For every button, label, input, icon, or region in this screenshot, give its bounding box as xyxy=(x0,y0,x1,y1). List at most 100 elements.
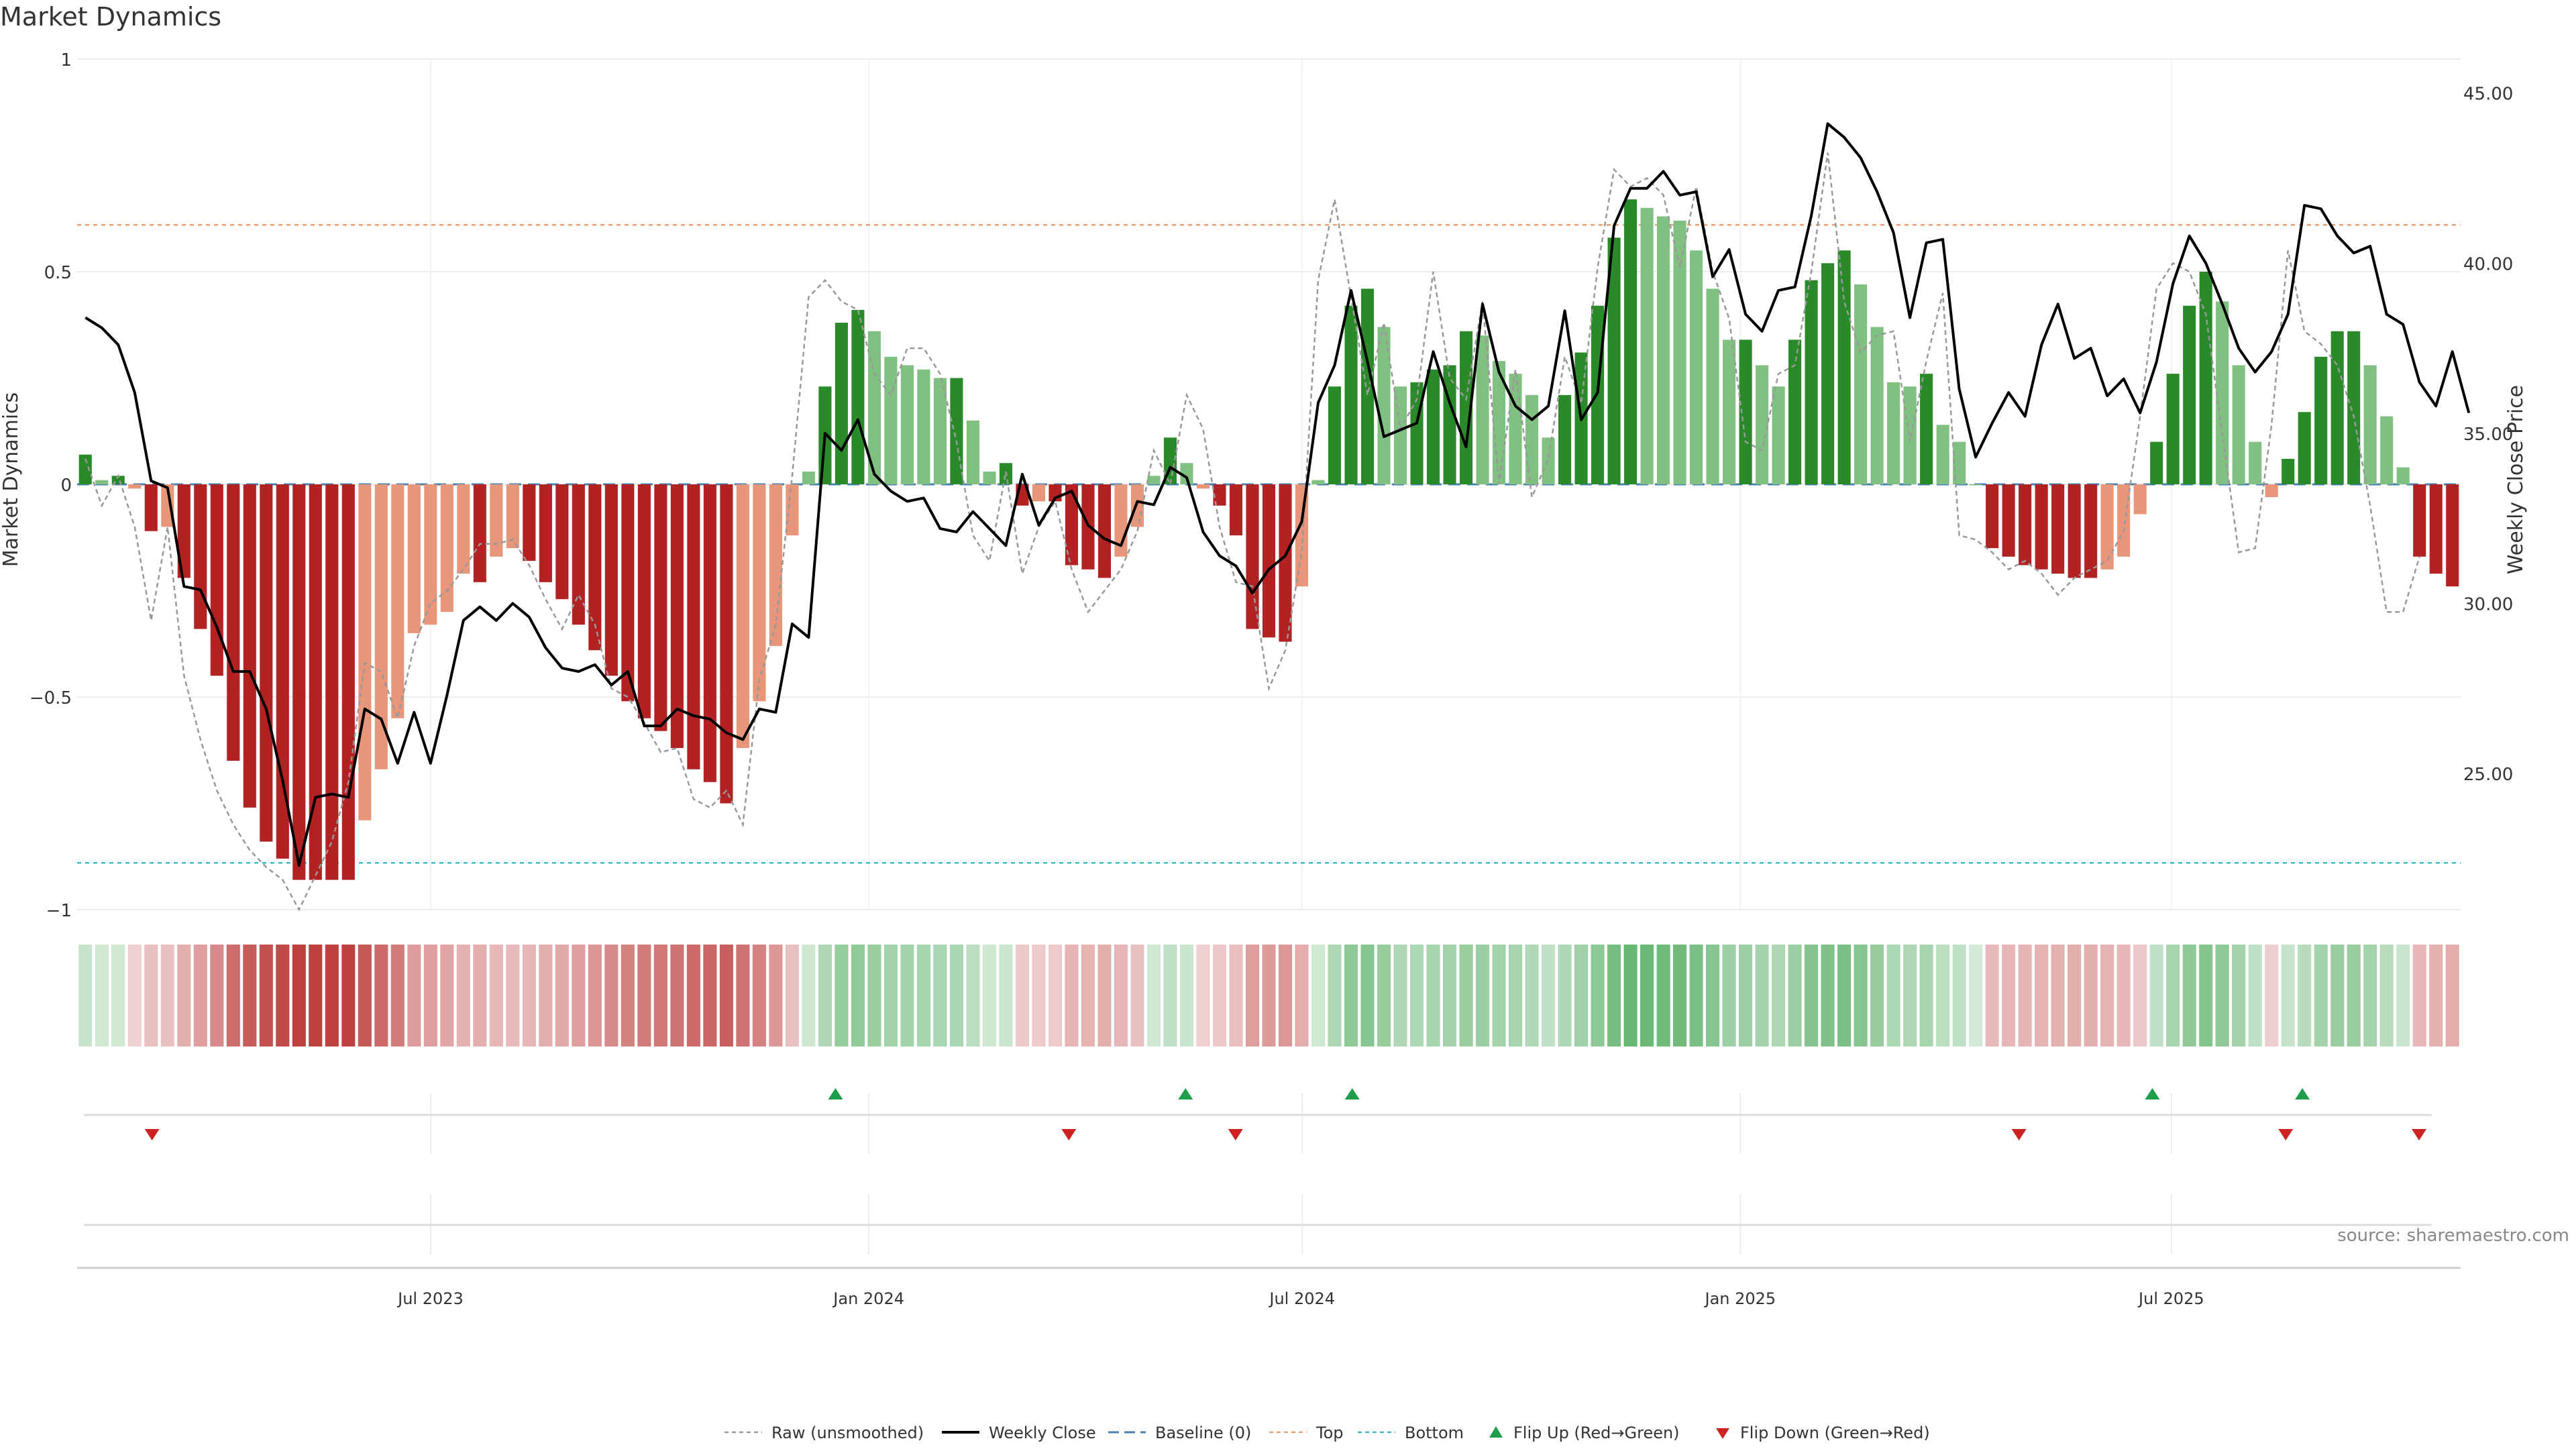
heat-cell xyxy=(2298,945,2312,1046)
momentum-bar xyxy=(736,484,749,749)
heat-cell xyxy=(1048,945,1063,1046)
momentum-bar xyxy=(703,484,716,782)
heat-cell xyxy=(2347,945,2361,1046)
heat-cell xyxy=(259,945,273,1046)
momentum-bar xyxy=(1739,339,1752,484)
momentum-bar xyxy=(2117,484,2131,557)
heat-cell xyxy=(1459,945,1473,1046)
heat-cell xyxy=(489,945,503,1046)
heat-cell xyxy=(292,945,306,1046)
heat-cell xyxy=(2084,945,2098,1046)
momentum-bar xyxy=(670,484,684,749)
momentum-bar xyxy=(2330,331,2344,484)
heat-cell xyxy=(883,945,898,1046)
heat-cell xyxy=(473,945,487,1046)
momentum-bar xyxy=(786,484,799,536)
heat-cell xyxy=(851,945,865,1046)
heat-cell xyxy=(1245,945,1260,1046)
heat-cell xyxy=(2248,945,2262,1046)
heat-cell xyxy=(1591,945,1605,1046)
momentum-bar xyxy=(1509,374,1522,484)
momentum-bar xyxy=(523,484,536,561)
heat-cell xyxy=(1640,945,1654,1046)
momentum-bar xyxy=(374,484,388,769)
momentum-bar xyxy=(2298,412,2311,484)
momentum-bar xyxy=(1903,386,1917,484)
heat-cell xyxy=(966,945,980,1046)
heat-cell xyxy=(1328,945,1342,1046)
momentum-bar xyxy=(1032,484,1046,502)
momentum-bar xyxy=(1657,216,1670,484)
momentum-bar xyxy=(1147,476,1161,484)
momentum-bar xyxy=(2150,441,2163,484)
momentum-bar xyxy=(1624,199,1638,484)
heat-cell xyxy=(1656,945,1670,1046)
momentum-bar xyxy=(1097,484,1112,578)
heat-cell xyxy=(1344,945,1358,1046)
y2-tick-label: 35.00 xyxy=(2463,425,2513,445)
heat-cell xyxy=(177,945,191,1046)
heat-cell xyxy=(2199,945,2213,1046)
heat-cell xyxy=(1919,945,1933,1046)
heat-cell xyxy=(1755,945,1769,1046)
heat-cell xyxy=(785,945,799,1046)
momentum-bar xyxy=(1393,386,1407,484)
momentum-bar xyxy=(1756,365,1769,484)
momentum-bar xyxy=(78,454,92,484)
weekly-close-line xyxy=(85,122,2471,867)
x-tick-label: Jul 2023 xyxy=(396,1289,464,1308)
heat-cell xyxy=(1114,945,1128,1046)
heat-cell xyxy=(1574,945,1589,1046)
momentum-bar xyxy=(1279,484,1292,642)
heat-cell xyxy=(1081,945,1095,1046)
momentum-bar xyxy=(2265,484,2278,498)
momentum-bar xyxy=(457,484,470,574)
momentum-bar xyxy=(1311,480,1325,484)
momentum-bar xyxy=(1887,382,1900,484)
legend-swatch-flip-up xyxy=(1489,1426,1503,1438)
momentum-bar xyxy=(210,484,223,676)
heat-cell xyxy=(719,945,733,1046)
momentum-bar xyxy=(1837,250,1851,484)
heat-cell xyxy=(1196,945,1210,1046)
momentum-bar xyxy=(1196,484,1210,489)
heat-cell xyxy=(1426,945,1440,1046)
y2-tick-label: 30.00 xyxy=(2463,595,2513,615)
flip-up-marker xyxy=(2295,1088,2310,1099)
heat-cell xyxy=(1936,945,1950,1046)
heat-cell xyxy=(95,945,109,1046)
heat-cell xyxy=(243,945,257,1046)
heat-cell xyxy=(1509,945,1523,1046)
heat-cell xyxy=(1032,945,1046,1046)
momentum-bar xyxy=(2084,484,2098,578)
heat-cell xyxy=(2314,945,2328,1046)
heat-cell xyxy=(572,945,586,1046)
momentum-bar xyxy=(2216,301,2229,484)
heat-cell xyxy=(686,945,700,1046)
heat-cell xyxy=(1821,945,1835,1046)
x-axis-ticks: Jul 2023 Jan 2024 Jul 2024 Jan 2025 Jul 2025 xyxy=(396,1289,2204,1308)
momentum-bar xyxy=(2396,467,2410,484)
momentum-bar xyxy=(1772,386,1785,484)
momentum-bar xyxy=(621,484,635,702)
flip-markers xyxy=(77,1088,2461,1269)
heat-cell xyxy=(2330,945,2345,1046)
momentum-bar xyxy=(2019,484,2032,566)
momentum-bar xyxy=(2446,484,2459,587)
momentum-bar xyxy=(2051,484,2065,574)
heat-cell xyxy=(358,945,372,1046)
heat-cell xyxy=(160,945,174,1046)
heat-cell xyxy=(2133,945,2147,1046)
heat-cell xyxy=(407,945,421,1046)
legend-label: Baseline (0) xyxy=(1155,1424,1251,1442)
heat-cell xyxy=(1525,945,1539,1046)
momentum-bar xyxy=(1854,284,1868,484)
heat-cell xyxy=(2116,945,2131,1046)
momentum-bar xyxy=(933,378,947,484)
heat-cell xyxy=(276,945,290,1046)
momentum-bar xyxy=(407,484,421,633)
momentum-bar xyxy=(2183,305,2196,484)
heat-cell xyxy=(1837,945,1851,1046)
heat-cell xyxy=(325,945,339,1046)
